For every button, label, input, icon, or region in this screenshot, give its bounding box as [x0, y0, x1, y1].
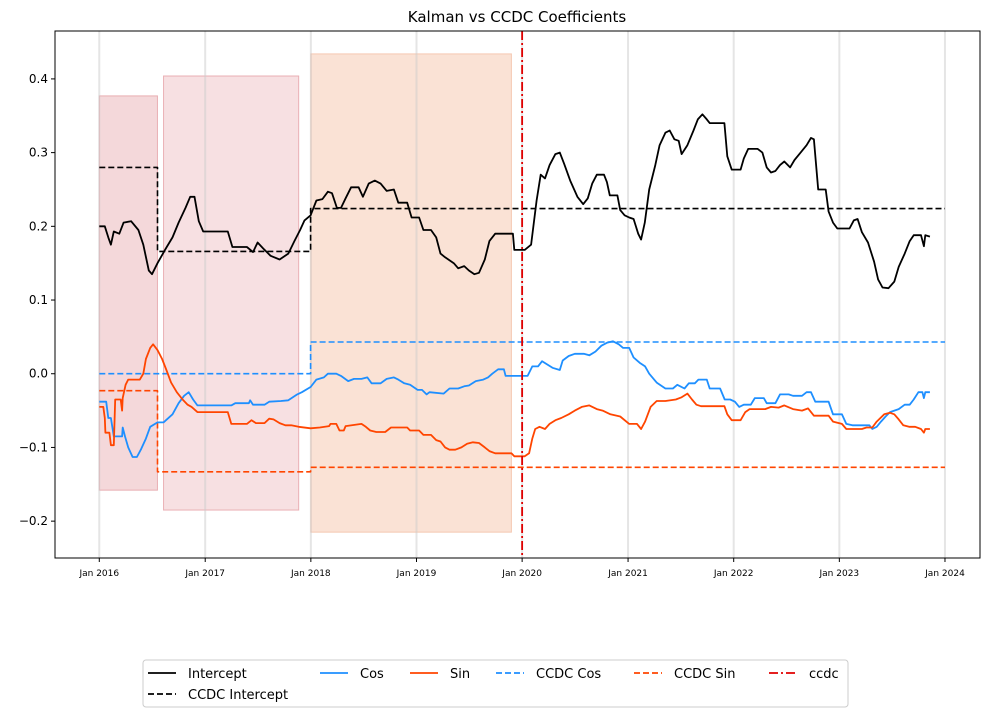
y-tick-label: 0.4	[29, 72, 48, 86]
x-tick-label: Jan 2017	[184, 569, 225, 579]
shaded-region-3	[310, 53, 512, 533]
series-line-ccdc-intercept	[99, 166, 945, 253]
legend-label: CCDC Cos	[536, 667, 601, 682]
plot-frame	[54, 30, 981, 559]
legend: Intercept CCDC Intercept Cos Sin CCDC Cos CCD…	[142, 659, 849, 708]
legend-label: CCDC Intercept	[188, 688, 288, 703]
y-tick-label: 0.0	[29, 367, 48, 381]
y-tick-label: −0.2	[19, 514, 48, 528]
y-axis: −0.2 −0.1 0.0 0.1 0.2 0.3 0.4	[19, 72, 55, 528]
shaded-region-2	[163, 75, 300, 511]
shaded-regions	[98, 53, 512, 533]
x-tick-label: Jan 2016	[78, 569, 119, 579]
x-tick-label: Jan 2022	[713, 569, 754, 579]
legend-label: Cos	[360, 667, 384, 682]
y-tick-label: 0.2	[29, 219, 48, 233]
x-axis: Jan 2016 Jan 2017 Jan 2018 Jan 2019 Jan 2020…	[78, 558, 965, 579]
series-line-intercept	[99, 113, 931, 290]
series-layer	[99, 113, 945, 473]
series-line-sin	[99, 343, 930, 458]
x-tick-label: Jan 2019	[396, 569, 437, 579]
series-line-ccdc-sin	[99, 389, 945, 473]
x-tick-label: Jan 2018	[290, 569, 331, 579]
x-tick-label: Jan 2021	[607, 569, 648, 579]
x-tick-label: Jan 2020	[501, 569, 542, 579]
y-tick-label: 0.1	[29, 293, 48, 307]
y-tick-label: −0.1	[19, 440, 48, 454]
series-line-cos	[99, 340, 930, 458]
legend-box	[142, 659, 849, 708]
grid-lines	[98, 31, 946, 558]
x-tick-label: Jan 2023	[819, 569, 860, 579]
shaded-region-1	[98, 95, 158, 491]
legend-label: CCDC Sin	[674, 667, 735, 682]
chart-title: Kalman vs CCDC Coefficients	[408, 8, 627, 26]
legend-label: ccdc	[809, 667, 839, 682]
legend-label: Intercept	[188, 667, 247, 682]
y-tick-label: 0.3	[29, 146, 48, 160]
x-tick-label: Jan 2024	[924, 569, 965, 579]
legend-label: Sin	[450, 667, 470, 682]
series-line-ccdc-cos	[99, 341, 945, 375]
